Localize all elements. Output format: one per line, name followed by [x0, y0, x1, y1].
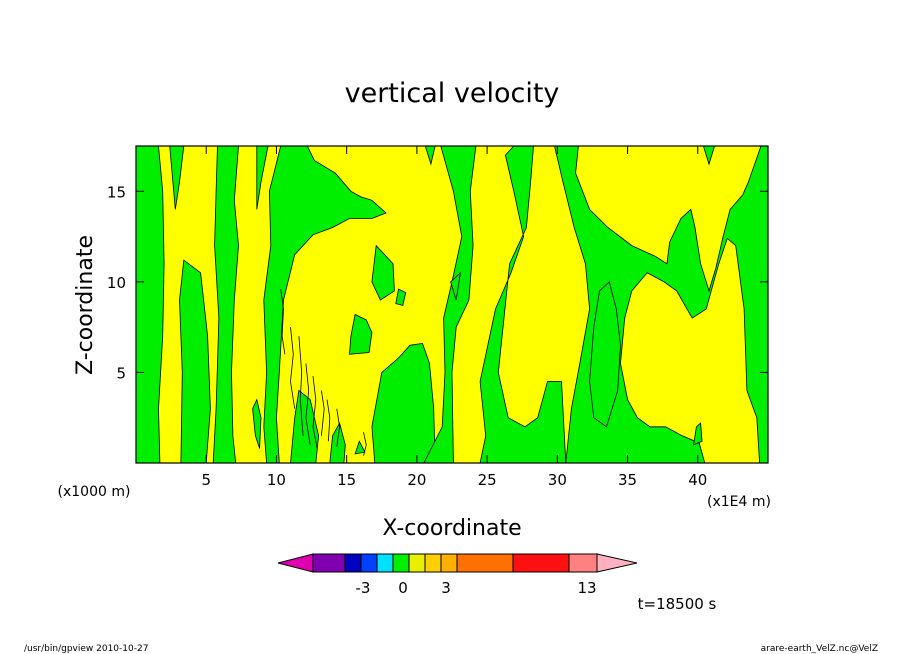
y-axis-label: Z-coordinate	[73, 235, 98, 375]
negative-region	[252, 398, 262, 449]
negative-region	[349, 313, 373, 355]
oscillation-contours	[280, 289, 367, 456]
colorbar-segment	[360, 553, 378, 573]
negative-region	[169, 146, 185, 210]
negative-region	[212, 146, 239, 463]
colorbar-segment	[376, 553, 394, 573]
plot-frame	[135, 145, 769, 464]
oscillation-contour	[280, 289, 286, 355]
negative-region	[136, 146, 165, 463]
x-axis-unit: (x1E4 m)	[707, 494, 771, 510]
x-axis-label: X-coordinate	[382, 516, 521, 541]
x-tick-label: 40	[688, 471, 707, 489]
oscillation-contour	[336, 408, 341, 447]
x-tick-label: 20	[407, 471, 426, 489]
negative-velocity-regions	[136, 146, 768, 463]
negative-region	[395, 288, 407, 306]
negative-region	[423, 146, 567, 463]
oscillation-contour	[321, 390, 325, 436]
oscillation-contour	[290, 327, 296, 409]
negative-region	[424, 146, 436, 166]
negative-region	[450, 271, 461, 301]
y-tick-label: 10	[107, 274, 126, 292]
time-label: t=18500 s	[638, 595, 717, 613]
plot-area	[136, 146, 768, 463]
negative-region	[589, 281, 621, 428]
negative-region	[263, 146, 387, 463]
footer-left: /usr/bin/gpview 2010-10-27	[24, 644, 148, 654]
colorbar-segment	[312, 553, 346, 573]
y-axis-unit: (x1000 m)	[58, 484, 131, 500]
negative-region	[354, 440, 366, 455]
oscillation-contour	[363, 432, 367, 456]
y-tick-label: 15	[107, 183, 126, 201]
colorbar-segment	[596, 553, 638, 573]
colorbar-segment	[392, 553, 410, 573]
negative-region	[371, 244, 395, 301]
x-tick-label: 30	[548, 471, 567, 489]
oscillation-contour	[326, 399, 331, 442]
colorbar-tick-label: 13	[577, 579, 596, 597]
negative-region	[290, 389, 320, 463]
footer-right: arare-earth_VelZ.nc@VelZ	[761, 644, 878, 654]
colorbar-tick-label: 0	[398, 579, 408, 597]
colorbar-segment	[344, 553, 362, 573]
colorbar-tick-label: 3	[441, 579, 451, 597]
oscillation-contour	[312, 376, 318, 449]
x-tick-label: 15	[337, 471, 356, 489]
negative-region	[693, 422, 703, 446]
colorbar-segment	[512, 553, 570, 573]
colorbar-segment	[408, 553, 426, 573]
negative-region	[371, 342, 436, 463]
x-tick-label: 25	[478, 471, 497, 489]
colorbar-segment	[440, 553, 458, 573]
chart-title: vertical velocity	[345, 78, 560, 109]
x-tick-label: 10	[267, 471, 286, 489]
colorbar-segment	[568, 553, 598, 573]
negative-region	[256, 146, 269, 210]
negative-region	[702, 146, 716, 166]
colorbar-segment	[424, 553, 442, 573]
colorbar: -3 0 3 13	[277, 553, 638, 597]
y-tick-label: 5	[116, 364, 126, 382]
x-tick-label: 5	[201, 471, 211, 489]
colorbar-segment	[456, 553, 514, 573]
x-axis-ticks: 5 10 15 20 25 30 35 40	[201, 146, 707, 489]
negative-region	[179, 259, 211, 463]
y-axis-ticks: 5 10 15	[107, 183, 768, 382]
x-tick-label: 35	[618, 471, 637, 489]
colorbar-segment	[277, 553, 314, 573]
colorbar-tick-label: -3	[356, 579, 371, 597]
oscillation-contour	[305, 363, 311, 445]
oscillation-contour	[298, 336, 304, 436]
